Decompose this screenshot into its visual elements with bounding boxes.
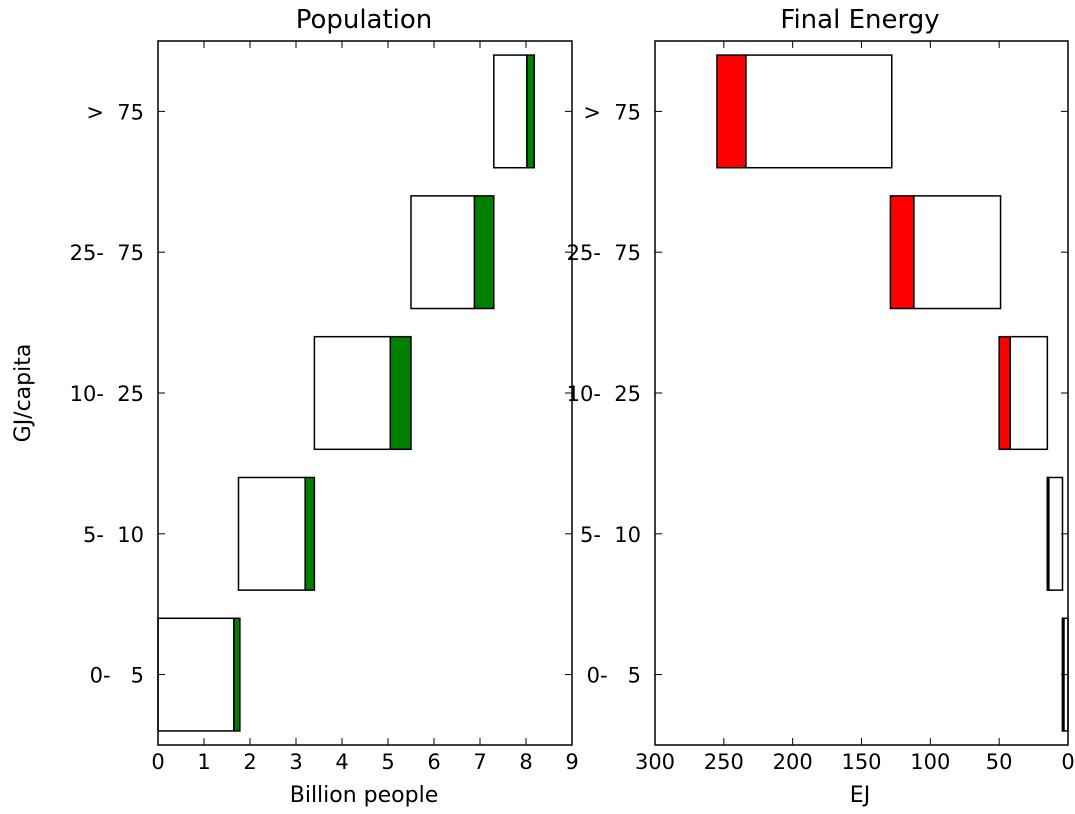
y-tick-label: 0- 5: [90, 664, 144, 688]
bar-white-segment-2: [1010, 337, 1047, 450]
y-tick-label: 5- 10: [580, 523, 641, 547]
x-tick-label: 1: [197, 750, 210, 774]
x-tick-label: 4: [335, 750, 348, 774]
x-tick-label: 9: [565, 750, 578, 774]
x-tick-label: 2: [243, 750, 256, 774]
population-panel: Population Billion people GJ/capita 0 1 2 3…: [11, 5, 579, 808]
bar-green-segment-4: [527, 55, 534, 168]
x-tick-label: 250: [704, 750, 744, 774]
bar-red-segment-3: [890, 196, 913, 309]
bar-white-segment-1: [239, 477, 306, 590]
bar-green-segment-3: [474, 196, 493, 309]
population-title: Population: [296, 5, 433, 35]
bar-white-segment-4: [494, 55, 527, 168]
y-tick-label: > 75: [583, 100, 641, 124]
bar-green-segment-2: [390, 337, 411, 450]
y-tick-label: > 75: [86, 100, 144, 124]
bar-white-segment-2: [314, 337, 390, 450]
bar-green-segment-0: [234, 618, 240, 731]
x-tick-label: 150: [841, 750, 881, 774]
x-tick-label: 50: [986, 750, 1013, 774]
final-energy-title: Final Energy: [780, 5, 939, 35]
bar-green-segment-1: [305, 477, 314, 590]
y-tick-label: 25- 75: [567, 241, 641, 265]
bar-white-segment-3: [914, 196, 1001, 309]
x-tick-label: 8: [519, 750, 532, 774]
x-tick-label: 300: [635, 750, 675, 774]
x-tick-label: 200: [773, 750, 813, 774]
population-ylabel: GJ/capita: [11, 344, 36, 443]
y-tick-label: 0- 5: [587, 664, 641, 688]
y-tick-label: 5- 10: [83, 523, 144, 547]
y-tick-label: 10- 25: [567, 382, 641, 406]
bar-white-segment-0: [158, 618, 234, 731]
population-xlabel: Billion people: [290, 783, 439, 808]
bar-red-segment-4: [717, 55, 746, 168]
y-tick-label: 10- 25: [70, 382, 144, 406]
bar-red-segment-2: [999, 337, 1010, 450]
bar-white-segment-3: [411, 196, 474, 309]
bar-white-segment-1: [1047, 477, 1062, 590]
bar-red-segment-1: [1047, 477, 1049, 590]
x-tick-label: 7: [473, 750, 486, 774]
x-tick-label: 5: [381, 750, 394, 774]
final-energy-xlabel: EJ: [850, 783, 870, 808]
x-tick-label: 0: [1061, 750, 1074, 774]
x-tick-label: 3: [289, 750, 302, 774]
x-tick-label: 0: [151, 750, 164, 774]
y-tick-label: 25- 75: [70, 241, 144, 265]
final-energy-panel: Final Energy EJ 300 250 200 150 100 50 0 0- 5 5-…: [567, 5, 1075, 808]
x-tick-label: 100: [910, 750, 950, 774]
x-tick-label: 6: [427, 750, 440, 774]
bar-white-segment-4: [746, 55, 892, 168]
